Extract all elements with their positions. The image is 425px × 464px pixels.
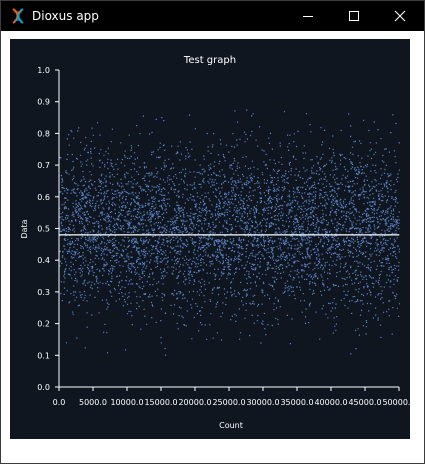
close-icon: [394, 10, 406, 22]
y-tick-label: 0.7: [37, 161, 50, 170]
minimize-icon: [303, 16, 313, 17]
minimize-button[interactable]: [285, 1, 331, 31]
x-tick-label: 45000.0: [348, 398, 381, 407]
scatter-points: [59, 109, 401, 356]
maximize-button[interactable]: [331, 1, 377, 31]
chart-title: Test graph: [183, 55, 236, 66]
window-title: Dioxus app: [32, 9, 99, 23]
x-tick-label: 40000.0: [314, 398, 347, 407]
x-tick-label: 50000.0: [382, 398, 410, 407]
y-tick-label: 0.0: [37, 383, 50, 392]
axes-layer: 0.0 0.1 0.2 0.3 0.4 0.5 0.6 0.7 0.8 0.9 1.0 0.0 5000…: [37, 66, 410, 407]
y-tick-label: 0.3: [37, 288, 50, 297]
y-tick-label: 0.6: [37, 193, 50, 202]
y-tick-label: 0.1: [37, 351, 50, 360]
x-tick-label: 10000.0: [110, 398, 143, 407]
window-content: 0.0 0.1 0.2 0.3 0.4 0.5 0.6 0.7 0.8 0.9 1.0 0.0 5000…: [1, 31, 424, 463]
y-tick-label: 0.8: [37, 129, 50, 138]
y-axis-label: Data: [20, 219, 29, 238]
x-tick-label: 30000.0: [246, 398, 279, 407]
scatter-chart: 0.0 0.1 0.2 0.3 0.4 0.5 0.6 0.7 0.8 0.9 1.0 0.0 5000…: [20, 55, 410, 430]
maximize-icon: [349, 11, 359, 21]
x-tick-label: 15000.0: [144, 398, 177, 407]
y-tick-label: 0.5: [37, 225, 50, 234]
x-tick-label: 35000.0: [280, 398, 313, 407]
points-layer: [59, 109, 401, 356]
y-tick-label: 0.2: [37, 320, 50, 329]
x-axis-label: Count: [219, 421, 243, 430]
y-tick-label: 0.4: [37, 256, 50, 265]
x-tick-label: 25000.0: [212, 398, 245, 407]
title-bar[interactable]: Dioxus app: [1, 1, 424, 31]
x-tick-label: 20000.0: [178, 398, 211, 407]
close-button[interactable]: [377, 1, 423, 31]
y-tick-label: 1.0: [37, 66, 50, 75]
y-tick-label: 0.9: [37, 98, 50, 107]
x-tick-label: 5000.0: [79, 398, 107, 407]
dioxus-logo-icon: [12, 8, 24, 24]
x-tick-label: 0.0: [53, 398, 66, 407]
